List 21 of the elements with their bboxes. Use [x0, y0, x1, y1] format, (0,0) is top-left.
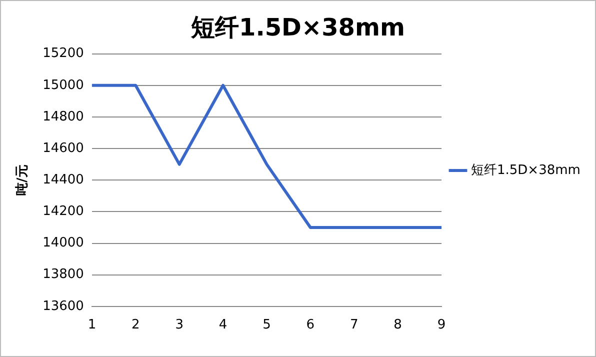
y-tick-label: 14800 [42, 109, 84, 124]
x-tick-label: 7 [350, 318, 358, 333]
y-tick-label: 15000 [42, 78, 84, 93]
y-tick-label: 13800 [42, 267, 84, 282]
y-tick-label: 14000 [42, 236, 84, 251]
x-tick-label: 8 [394, 318, 402, 333]
y-tick-label: 15200 [42, 46, 84, 62]
x-tick-label: 2 [132, 318, 140, 333]
x-tick-label: 6 [306, 318, 315, 333]
x-tick-label: 5 [262, 318, 271, 333]
legend-label: 短纤1.5D×38mm [471, 162, 580, 178]
y-tick-label: 13600 [42, 298, 84, 314]
x-tick-label: 1 [88, 318, 96, 333]
x-tick-label: 4 [218, 318, 228, 333]
chart-title: 短纤1.5D×38mm [190, 14, 405, 42]
x-tick-label: 9 [437, 318, 446, 333]
x-tick-label: 3 [175, 318, 184, 333]
y-tick-label: 14200 [42, 204, 84, 220]
y-tick-label: 14400 [42, 172, 84, 188]
y-tick-label: 14600 [42, 140, 84, 156]
y-axis-title: 吨/元 [15, 164, 30, 196]
